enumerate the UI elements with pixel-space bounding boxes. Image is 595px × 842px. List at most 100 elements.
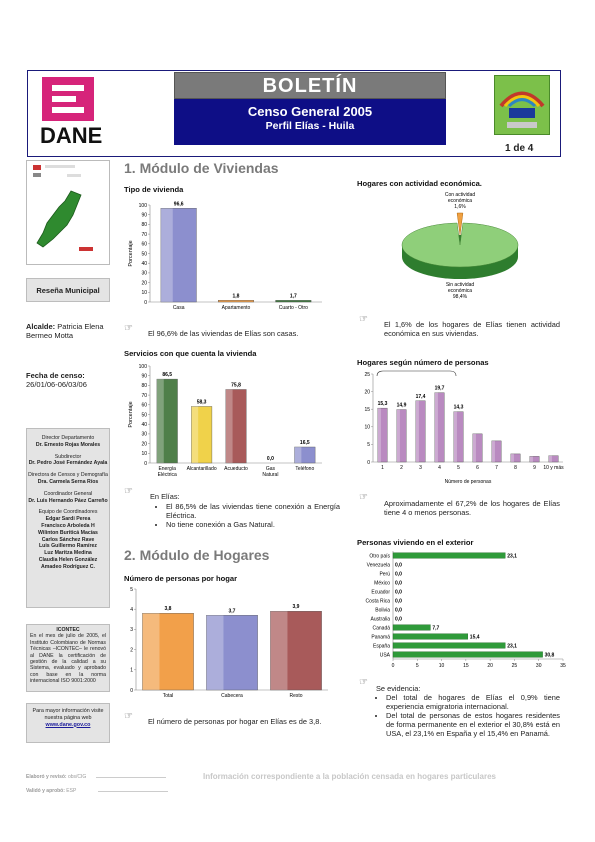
credit-name: Dr. Luis Hernando Páez Carreño (28, 497, 108, 504)
data-label: 0,0 (395, 616, 402, 622)
data-label: 14,9 (397, 403, 407, 409)
data-label: 7,7 (432, 625, 439, 631)
bar-group (548, 455, 559, 463)
municipality-title: Perfil Elías - Huila (265, 120, 355, 132)
bar (377, 407, 388, 463)
note-numero: El número de personas por hogar en Elías… (148, 717, 322, 726)
mayor-name: Patricia Elena Bermeo Motta (26, 322, 104, 340)
y-tick-label: 5 (367, 442, 370, 448)
note-servicios: En Elías: El 86,5% de las viviendas tien… (150, 492, 340, 529)
y-tick-label: 10 (141, 290, 147, 296)
y-tick-label: 100 (139, 203, 148, 209)
bar-group (491, 440, 502, 463)
census-date-label: Fecha de censo: (26, 371, 85, 380)
y-tick-label: 80 (141, 383, 147, 389)
bar (396, 409, 407, 463)
y-tick-label: 25 (364, 372, 370, 378)
bar-highlight (415, 400, 419, 462)
bar-group (218, 300, 254, 303)
data-label: 19,7 (435, 386, 445, 392)
y-axis-label: Porcentaje (128, 401, 134, 427)
data-label: 23,1 (507, 553, 517, 559)
bar (191, 406, 213, 464)
data-label: 30,8 (545, 652, 555, 658)
pie-slice (456, 212, 464, 236)
y-tick-label: 70 (141, 232, 147, 238)
team-member: Edgar Sardi Perea (45, 516, 91, 523)
y-tick-label: Costa Rica (366, 598, 391, 604)
y-tick-label: 10 (364, 425, 370, 431)
bar (392, 633, 469, 640)
footer-elaboro-label: Elaboró y revisó: (26, 774, 67, 780)
footer-elaboro: Elaboró y revisó: obs/CIG (26, 774, 166, 780)
y-tick-label: Canadá (372, 625, 390, 631)
x-tick-label: 1 (381, 465, 384, 471)
x-tick-label: 5 (416, 663, 419, 669)
pie-label: Sin actividad (446, 282, 475, 288)
hand-pointer-icon: ☞ (124, 486, 133, 497)
bar-highlight (510, 453, 514, 462)
credit-name: Dra. Carmela Serna Ríos (37, 478, 99, 485)
bar-group (206, 615, 258, 691)
hand-pointer-icon: ☞ (124, 711, 133, 722)
bar (392, 624, 431, 631)
bar-group (529, 456, 540, 463)
chart-tipo-vivienda: Porcentaje 0 10 20 30 40 50 60 70 80 90 100 96,6 Casa… (128, 201, 322, 311)
bar-group (191, 406, 213, 464)
web-link[interactable]: www.dane.gov.co (45, 721, 91, 728)
x-tick-label: 5 (457, 465, 460, 471)
x-tick-label: 0 (392, 663, 395, 669)
y-tick-label: 60 (141, 403, 147, 409)
bar-highlight (529, 456, 533, 462)
chart-title-actividad: Hogares con actividad económica. (357, 179, 482, 188)
census-date-block: Fecha de censo: 26/01/06-06/03/06 (26, 371, 110, 389)
x-tick-label: 6 (476, 465, 479, 471)
x-tick-label: 15 (463, 663, 469, 669)
hand-pointer-icon: ☞ (124, 323, 133, 334)
hand-pointer-icon: ☞ (359, 314, 368, 325)
note-actividad: El 1,6% de los hogares de Elías tienen a… (384, 320, 560, 338)
note-personas: Aproximadamente el 67,2% de los hogares … (384, 499, 560, 517)
y-tick-label: 50 (141, 251, 147, 257)
bar-group (377, 407, 388, 463)
x-tick-label: Acueducto (224, 466, 248, 472)
data-label: 15,3 (378, 401, 388, 407)
x-tick-label: Gas (266, 466, 276, 472)
bar (472, 433, 483, 463)
x-tick-label: Total (163, 693, 174, 699)
data-label: 0,0 (395, 571, 402, 577)
x-tick-label: Apartamento (222, 305, 251, 311)
bar (142, 613, 194, 691)
resena-municipal-heading: Reseña Municipal (26, 278, 110, 302)
y-tick-label: USA (380, 652, 391, 658)
bar (491, 440, 502, 463)
team-member: Luis Guillermo Ramírez (39, 543, 97, 550)
x-tick-label: 25 (512, 663, 518, 669)
bar-highlight (491, 440, 495, 462)
team-member: Francisco Arboleda H (41, 522, 95, 529)
bar-group (156, 378, 178, 464)
bar-highlight (472, 433, 476, 462)
bar-group (142, 613, 194, 691)
y-tick-label: Perú (379, 571, 390, 577)
data-label: 3,7 (229, 608, 236, 614)
chart-exterior: 0 5 10 15 20 25 30 35 Otro país 23,1 Venezuela 0,0 P… (366, 551, 566, 669)
hand-pointer-icon: ☞ (359, 677, 368, 688)
mayor-block: Alcalde: Patricia Elena Bermeo Motta (26, 322, 110, 340)
y-tick-label: 5 (130, 587, 133, 593)
y-axis-label: Porcentaje (128, 240, 134, 266)
x-tick-label: 35 (560, 663, 566, 669)
pie-label: económica (448, 198, 472, 204)
y-tick-label: México (374, 580, 390, 586)
data-label: 0,0 (267, 456, 274, 462)
chart-title-personas: Hogares según número de personas (357, 358, 489, 367)
hand-pointer-icon: ☞ (359, 492, 368, 503)
note-exterior-bullet: Del total de personas de estos hogares r… (386, 711, 560, 738)
y-tick-label: 60 (141, 242, 147, 248)
data-label: 0,0 (395, 580, 402, 586)
census-title: Censo General 2005 (247, 104, 373, 119)
data-label: 1,7 (290, 293, 297, 299)
x-tick-label: 8 (514, 465, 517, 471)
x-tick-label: 9 (533, 465, 536, 471)
